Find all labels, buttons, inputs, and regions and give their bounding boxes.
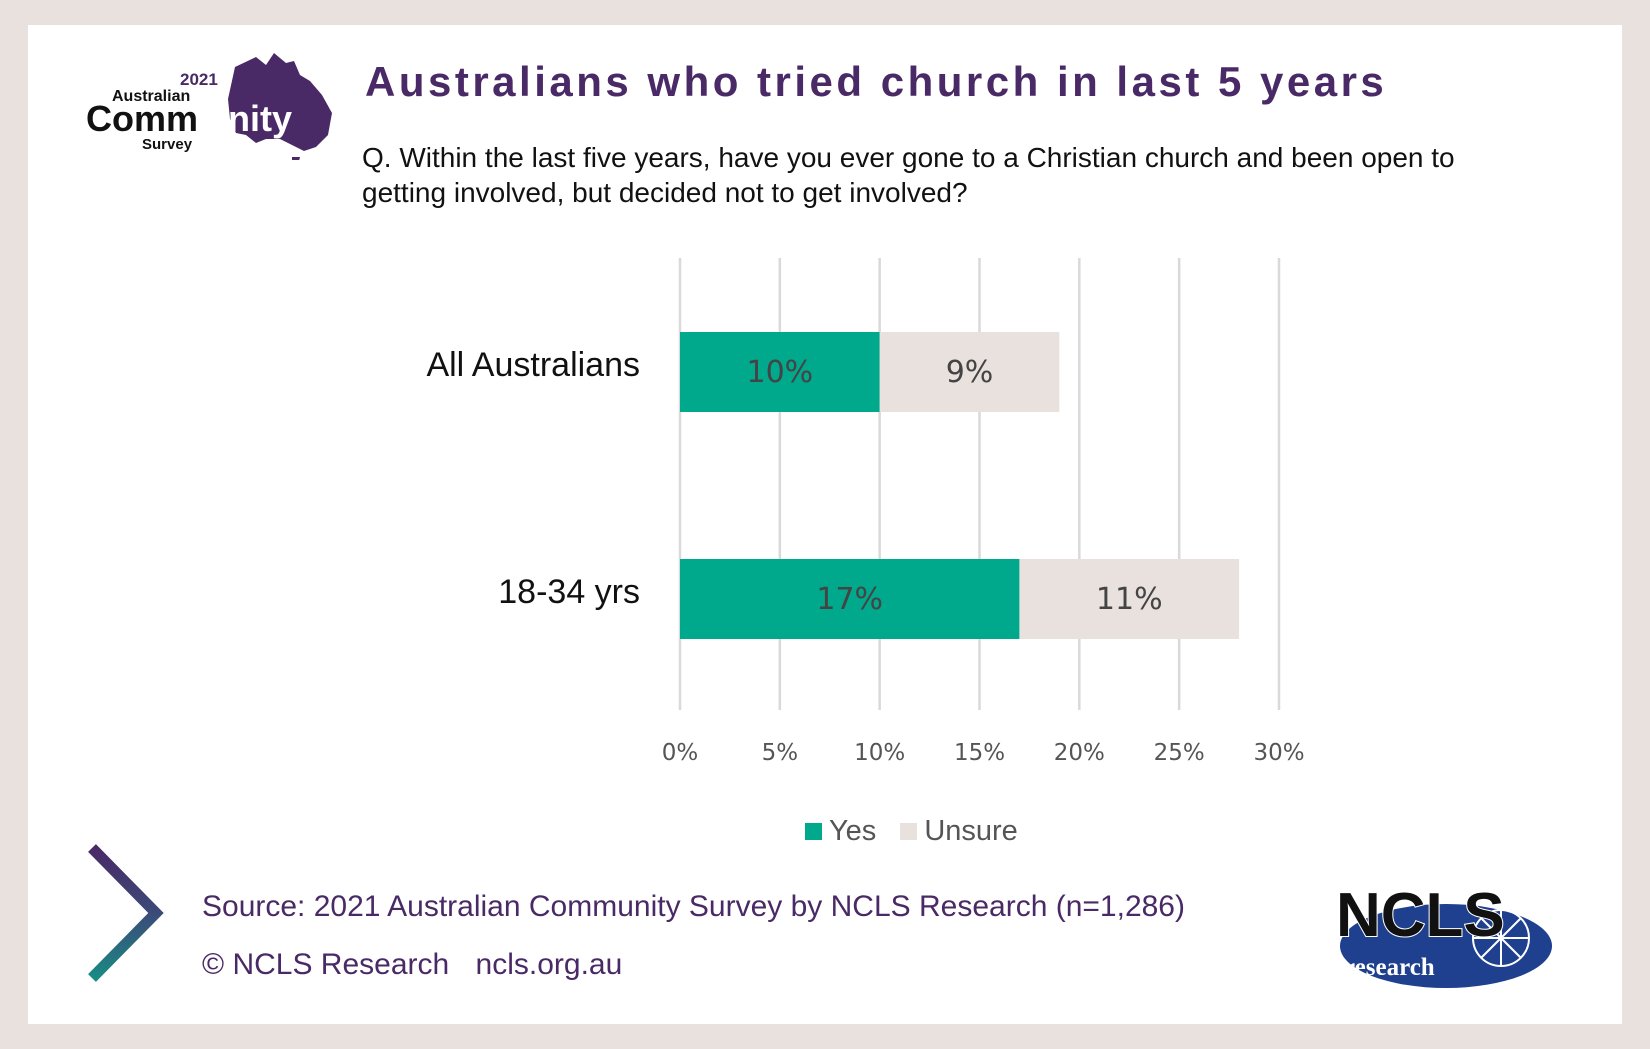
x-tick-label: 5% [762,740,799,766]
bar-unsure [1019,559,1240,639]
chart-title: Australians who tried church in last 5 y… [365,58,1388,105]
category-label: 18-34 yrs [498,573,640,611]
data-label: 9% [946,355,994,390]
australia-map-icon [228,53,332,160]
chevron-right-icon [88,844,164,982]
legend-item-yes: Yes [805,815,876,848]
copyright-text: © NCLS Research [202,948,450,981]
copyright-line: © NCLS Research ncls.org.au [202,948,640,982]
ncls-research-logo: NCLS research [1335,880,1552,988]
legend-item-unsure: Unsure [900,815,1018,848]
ncls-logo-subtext: research [1344,954,1435,981]
logo-australian: Australian [112,88,190,105]
legend-swatch-unsure [900,823,918,840]
ncls-logo-ellipse [1340,904,1552,988]
x-tick-label: 25% [1154,740,1205,766]
data-label: 17% [816,582,883,617]
legend-label-yes: Yes [829,815,877,847]
x-tick-label: 20% [1054,740,1105,766]
category-label: All Australians [426,346,640,384]
x-tick-label: 0% [662,740,699,766]
legend-label-unsure: Unsure [924,815,1018,847]
data-label: 11% [1096,582,1163,617]
x-tick-label: 30% [1253,740,1304,766]
logo-unity: unity [206,98,292,139]
legend: Yes Unsure [805,815,1042,848]
survey-question: Q. Within the last five years, have you … [362,142,1455,208]
logo-comm: Comm [86,98,198,139]
bar-yes [680,332,880,412]
ncls-logo-text: NCLS [1336,881,1505,950]
bar-unsure [879,332,1060,412]
x-tick-label: 15% [954,740,1005,766]
logo-survey: Survey [142,136,193,153]
compass-icon [1472,909,1530,967]
website-link[interactable]: ncls.org.au [475,948,623,981]
x-tick-label: 10% [854,740,905,766]
bar-yes [680,559,1020,639]
australian-community-survey-logo: 2021 Australian Comm unity Survey [86,53,332,160]
logo-year: 2021 [180,70,218,89]
legend-swatch-yes [805,823,822,840]
data-label: 10% [746,355,813,390]
chart-card [28,25,1622,1024]
source-note: Source: 2021 Australian Community Survey… [202,890,1185,923]
